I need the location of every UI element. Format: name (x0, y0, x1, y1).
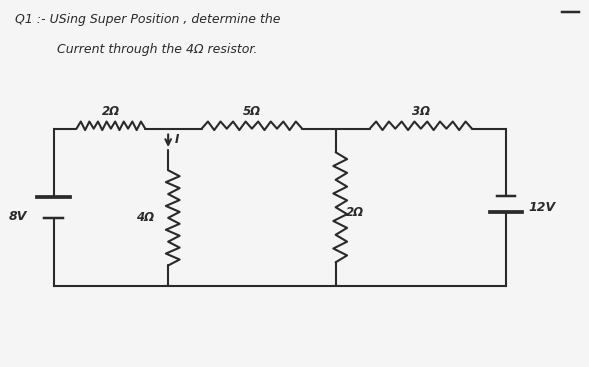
Text: 3Ω: 3Ω (412, 105, 430, 119)
Text: I: I (175, 134, 180, 146)
Text: 4Ω: 4Ω (136, 211, 154, 224)
Text: 8V: 8V (9, 210, 27, 223)
Text: 12V: 12V (528, 201, 555, 214)
Text: Current through the 4Ω resistor.: Current through the 4Ω resistor. (57, 43, 257, 56)
Text: 2Ω: 2Ω (102, 105, 120, 119)
Text: 5Ω: 5Ω (243, 105, 261, 119)
Text: Q1 :- USing Super Position , determine the: Q1 :- USing Super Position , determine t… (15, 14, 281, 26)
Text: 2Ω: 2Ω (346, 206, 365, 219)
